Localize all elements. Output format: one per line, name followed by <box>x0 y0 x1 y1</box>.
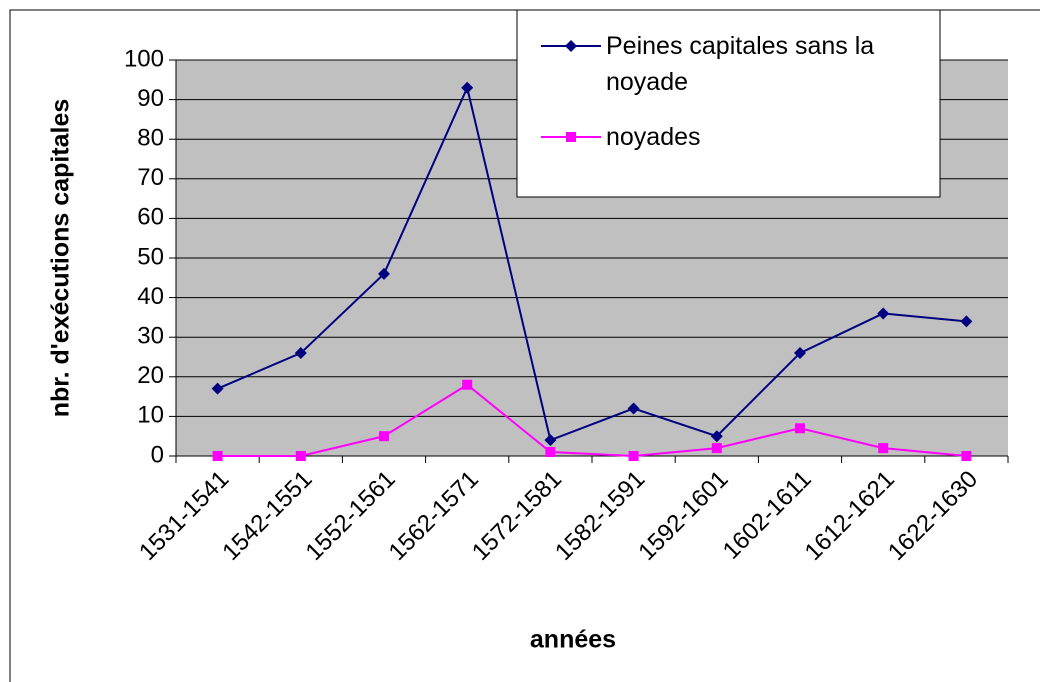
legend-label: noyades <box>606 123 701 151</box>
y-tick-label: 90 <box>137 85 164 112</box>
data-point <box>794 347 806 360</box>
legend-marker <box>565 40 577 52</box>
y-tick-label: 70 <box>137 164 164 191</box>
y-tick-label: 100 <box>124 45 164 72</box>
data-point <box>710 430 723 443</box>
y-tick-label: 40 <box>137 283 164 310</box>
legend-entry: noyades <box>606 123 701 151</box>
data-point <box>545 447 556 458</box>
data-point <box>462 379 473 390</box>
data-point <box>295 451 306 461</box>
data-point <box>878 443 889 454</box>
data-point <box>961 451 972 461</box>
y-tick-label: 50 <box>137 243 164 270</box>
legend-box <box>516 9 941 198</box>
data-point <box>211 382 224 395</box>
series-line <box>217 383 967 458</box>
legend-marker <box>566 132 576 142</box>
series-line <box>217 84 967 442</box>
y-tick-label: 0 <box>151 441 164 468</box>
y-axis-title: nbr. d'exécutions capitales <box>47 99 75 418</box>
data-point <box>877 307 890 320</box>
data-point <box>711 443 722 454</box>
y-tick-label: 10 <box>137 402 164 429</box>
data-point <box>795 423 805 434</box>
legend-label: Peines capitales sans la noyade <box>606 32 875 96</box>
data-point <box>379 431 389 442</box>
data-point <box>378 267 390 280</box>
data-point <box>960 315 973 328</box>
data-point <box>627 402 640 415</box>
y-tick-label: 20 <box>137 362 164 389</box>
data-point <box>544 434 557 447</box>
legend-entry: Peines capitales sans la noyade <box>606 32 875 96</box>
data-point <box>628 451 639 461</box>
y-tick-label: 80 <box>137 125 164 152</box>
data-point <box>212 451 223 461</box>
data-point <box>461 81 474 94</box>
x-axis-title: années <box>530 626 616 654</box>
y-tick-label: 60 <box>137 204 164 231</box>
data-point <box>294 347 307 360</box>
y-tick-label: 30 <box>137 323 164 350</box>
